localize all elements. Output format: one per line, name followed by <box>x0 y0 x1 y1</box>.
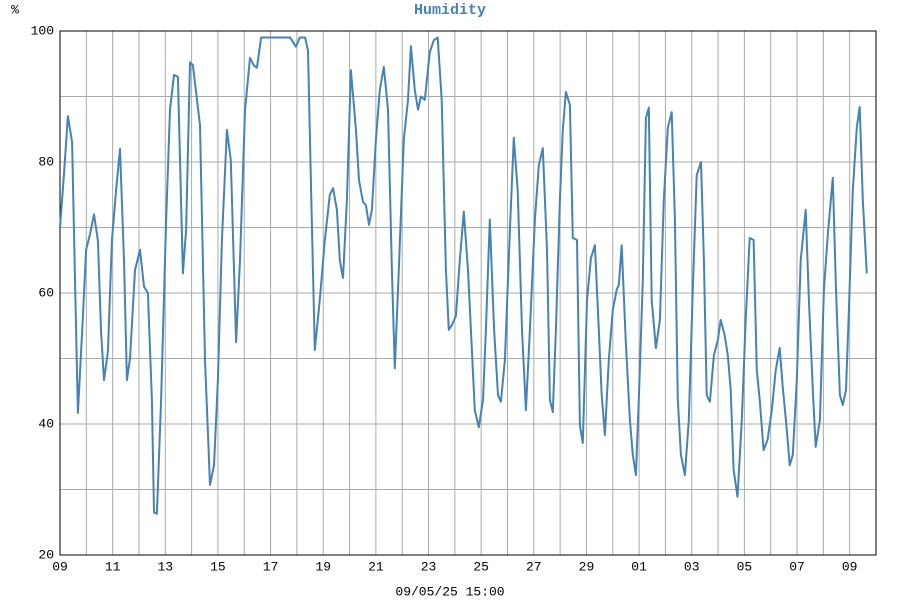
x-tick-label: 09 <box>52 559 68 574</box>
y-axis-label: % <box>11 2 19 17</box>
humidity-line <box>59 36 868 515</box>
x-tick-label: 25 <box>473 559 489 574</box>
x-tick-label: 13 <box>157 559 173 574</box>
x-axis-label: 09/05/25 15:00 <box>395 584 504 599</box>
y-tick-label: 100 <box>31 23 54 38</box>
x-tick-label: 11 <box>105 559 121 574</box>
plot-frame <box>59 30 877 556</box>
x-tick-label: 17 <box>263 559 279 574</box>
x-tick-label: 01 <box>631 559 647 574</box>
chart-title: Humidity <box>414 2 486 19</box>
x-tick-label: 27 <box>526 559 542 574</box>
x-tick-label: 05 <box>737 559 753 574</box>
x-tick-label: 29 <box>579 559 595 574</box>
y-tick-label: 60 <box>38 285 54 300</box>
y-tick-label: 20 <box>38 547 54 562</box>
x-tick-label: 07 <box>789 559 805 574</box>
x-tick-label: 23 <box>421 559 437 574</box>
y-tick-label: 40 <box>38 416 54 431</box>
x-tick-label: 15 <box>210 559 226 574</box>
x-tick-label: 03 <box>684 559 700 574</box>
x-tick-label: 21 <box>368 559 384 574</box>
x-tick-label: 19 <box>315 559 331 574</box>
x-tick-label: 09 <box>842 559 858 574</box>
y-tick-label: 80 <box>38 154 54 169</box>
